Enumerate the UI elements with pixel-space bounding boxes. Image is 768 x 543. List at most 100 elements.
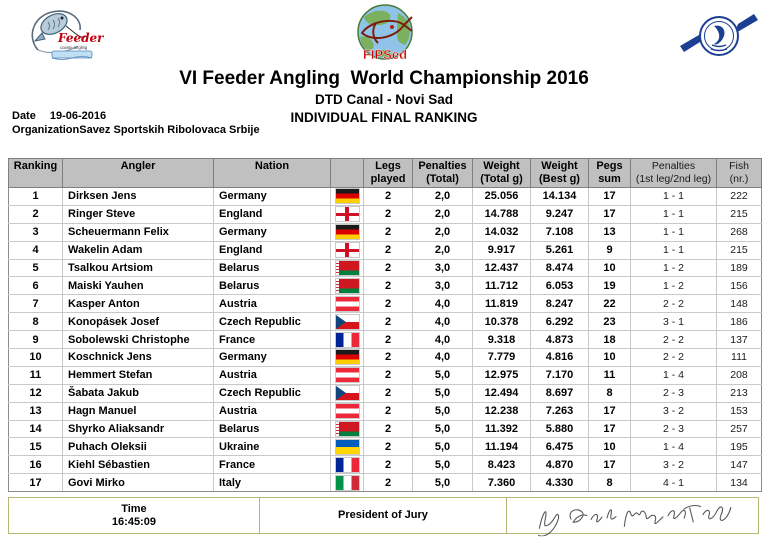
flag-cell <box>330 473 364 493</box>
ranking-cell: 3 <box>8 222 63 242</box>
signature-cell <box>507 498 758 537</box>
flag-ornament-strip <box>335 278 339 293</box>
organization-label: Organization <box>12 123 80 136</box>
fish-count-cell: 134 <box>716 473 762 493</box>
penalties-total-cell: 5,0 <box>412 455 473 475</box>
nation-cell: Czech Republic <box>213 312 331 332</box>
column-header-fish: Fish (nr.) <box>716 158 762 188</box>
column-header-pegs: Pegs sum <box>588 158 631 188</box>
flag-cell <box>330 187 364 206</box>
penalties-legs-cell: 2 - 3 <box>630 383 717 403</box>
penalties-total-cell: 4,0 <box>412 348 473 367</box>
legs-played-cell: 2 <box>363 437 413 457</box>
flag-ornament-strip <box>335 261 339 275</box>
flag-hoist-triangle <box>335 314 346 329</box>
flag-ukraine-icon <box>335 439 359 454</box>
time-label: Time <box>121 502 147 515</box>
nation-cell: Germany <box>213 348 331 367</box>
weight-best-cell: 5.880 <box>530 419 589 439</box>
penalties-total-cell: 4,0 <box>412 330 473 350</box>
pegs-sum-cell: 23 <box>588 312 631 332</box>
venue-subtitle: DTD Canal - Novi Sad <box>314 92 454 107</box>
angler-cell: Kasper Anton <box>62 294 214 314</box>
ranking-cell: 11 <box>8 365 63 385</box>
pegs-sum-cell: 18 <box>588 330 631 350</box>
column-header-penalties: Penalties (1st leg/2nd leg) <box>630 158 717 188</box>
angler-cell: Konopásek Josef <box>62 312 214 332</box>
flag-cell <box>330 419 364 439</box>
weight-best-cell: 14.134 <box>530 187 589 206</box>
ranking-table: Ranking Angler Nation Legs played Penalties … <box>8 158 762 493</box>
penalties-legs-cell: 3 - 1 <box>630 312 717 332</box>
column-header-nation: Nation <box>213 158 331 188</box>
column-header-weight: Weight (Total g) <box>472 158 531 188</box>
date-line: Date 19-06-2016 <box>12 110 260 124</box>
pegs-sum-cell: 17 <box>588 187 631 206</box>
nation-cell: Italy <box>213 473 331 493</box>
angler-cell: Šabata Jakub <box>62 383 214 403</box>
legs-played-cell: 2 <box>363 240 413 260</box>
federation-emblem-icon <box>680 14 758 56</box>
flag-cell <box>330 258 364 278</box>
fish-count-cell: 111 <box>716 348 762 367</box>
table-row: 5 Tsalkou Artsiom Belarus 2 3,0 12.437 8.474 10… <box>8 258 762 278</box>
legs-played-cell: 2 <box>363 419 413 439</box>
angler-cell: Kiehl Sébastien <box>62 455 214 475</box>
weight-best-cell: 7.263 <box>530 401 589 421</box>
column-header-angler: Angler <box>62 158 214 188</box>
federation-logo <box>678 12 760 64</box>
nation-cell: Belarus <box>213 258 331 278</box>
table-row: 11 Hemmert Stefan Austria 2 5,0 12.975 7.170 11… <box>8 365 762 385</box>
angler-cell: Maiski Yauhen <box>62 276 214 296</box>
flag-belarus-icon <box>335 261 359 275</box>
ranking-cell: 17 <box>8 473 63 493</box>
table-row: 1 Dirksen Jens Germany 2 2,0 25.056 14.134 17 1 … <box>8 187 762 206</box>
angler-cell: Shyrko Aliaksandr <box>62 419 214 439</box>
time-value: 16:45:09 <box>111 515 156 528</box>
legs-played-cell: 2 <box>363 401 413 421</box>
jury-cell: President of Jury <box>260 498 508 533</box>
weight-best-cell: 6.475 <box>530 437 589 457</box>
penalties-total-cell: 3,0 <box>412 258 473 278</box>
penalties-legs-cell: 2 - 2 <box>630 330 717 350</box>
header-row: Ranking Angler Nation Legs played Penalties … <box>8 158 762 188</box>
organization-value: Savez Sportskih Ribolovaca Srbije <box>79 123 260 136</box>
flag-france-icon <box>335 332 359 347</box>
angler-cell: Hemmert Stefan <box>62 365 214 385</box>
ranking-title: INDIVIDUAL FINAL RANKING <box>290 110 478 125</box>
pegs-sum-cell: 17 <box>588 401 631 421</box>
fish-count-cell: 215 <box>716 204 762 224</box>
penalties-total-cell: 2,0 <box>412 222 473 242</box>
date-label: Date <box>12 110 36 122</box>
date-value: 19-06-2016 <box>49 110 107 122</box>
penalties-total-cell: 2,0 <box>412 240 473 260</box>
footer-bar: Time 16:45:09 President of Jury <box>8 497 759 537</box>
legs-played-cell: 2 <box>363 204 413 224</box>
weight-best-cell: 6.292 <box>530 312 589 332</box>
penalties-total-cell: 5,0 <box>412 419 473 439</box>
weight-total-cell: 10.378 <box>472 312 531 332</box>
flag-cell <box>330 365 364 385</box>
fish-count-cell: 195 <box>716 437 762 457</box>
flag-cell <box>330 204 364 224</box>
pegs-sum-cell: 9 <box>588 240 631 260</box>
column-header-legs: Legs played <box>363 158 413 188</box>
weight-best-cell: 8.697 <box>530 383 589 403</box>
weight-total-cell: 12.437 <box>472 258 531 278</box>
legs-played-cell: 2 <box>363 222 413 242</box>
ranking-cell: 6 <box>8 276 63 296</box>
penalties-total-cell: 5,0 <box>412 365 473 385</box>
table-row: 4 Wakelin Adam England 2 2,0 9.917 5.261 9 1 - 1… <box>8 240 762 260</box>
feeder-logo-script: Feeder <box>57 31 105 45</box>
flag-czech-republic-icon <box>335 314 359 329</box>
fish-count-cell: 215 <box>716 240 762 260</box>
legs-played-cell: 2 <box>363 187 413 206</box>
weight-total-cell: 12.975 <box>472 365 531 385</box>
pegs-sum-cell: 8 <box>588 383 631 403</box>
penalties-legs-cell: 4 - 1 <box>630 473 717 493</box>
flag-belarus-icon <box>335 422 359 437</box>
feeder-fish-icon: Feeder coarse angling <box>31 10 105 60</box>
jury-signature-icon <box>538 504 732 537</box>
legs-played-cell: 2 <box>363 365 413 385</box>
legs-played-cell: 2 <box>363 312 413 332</box>
